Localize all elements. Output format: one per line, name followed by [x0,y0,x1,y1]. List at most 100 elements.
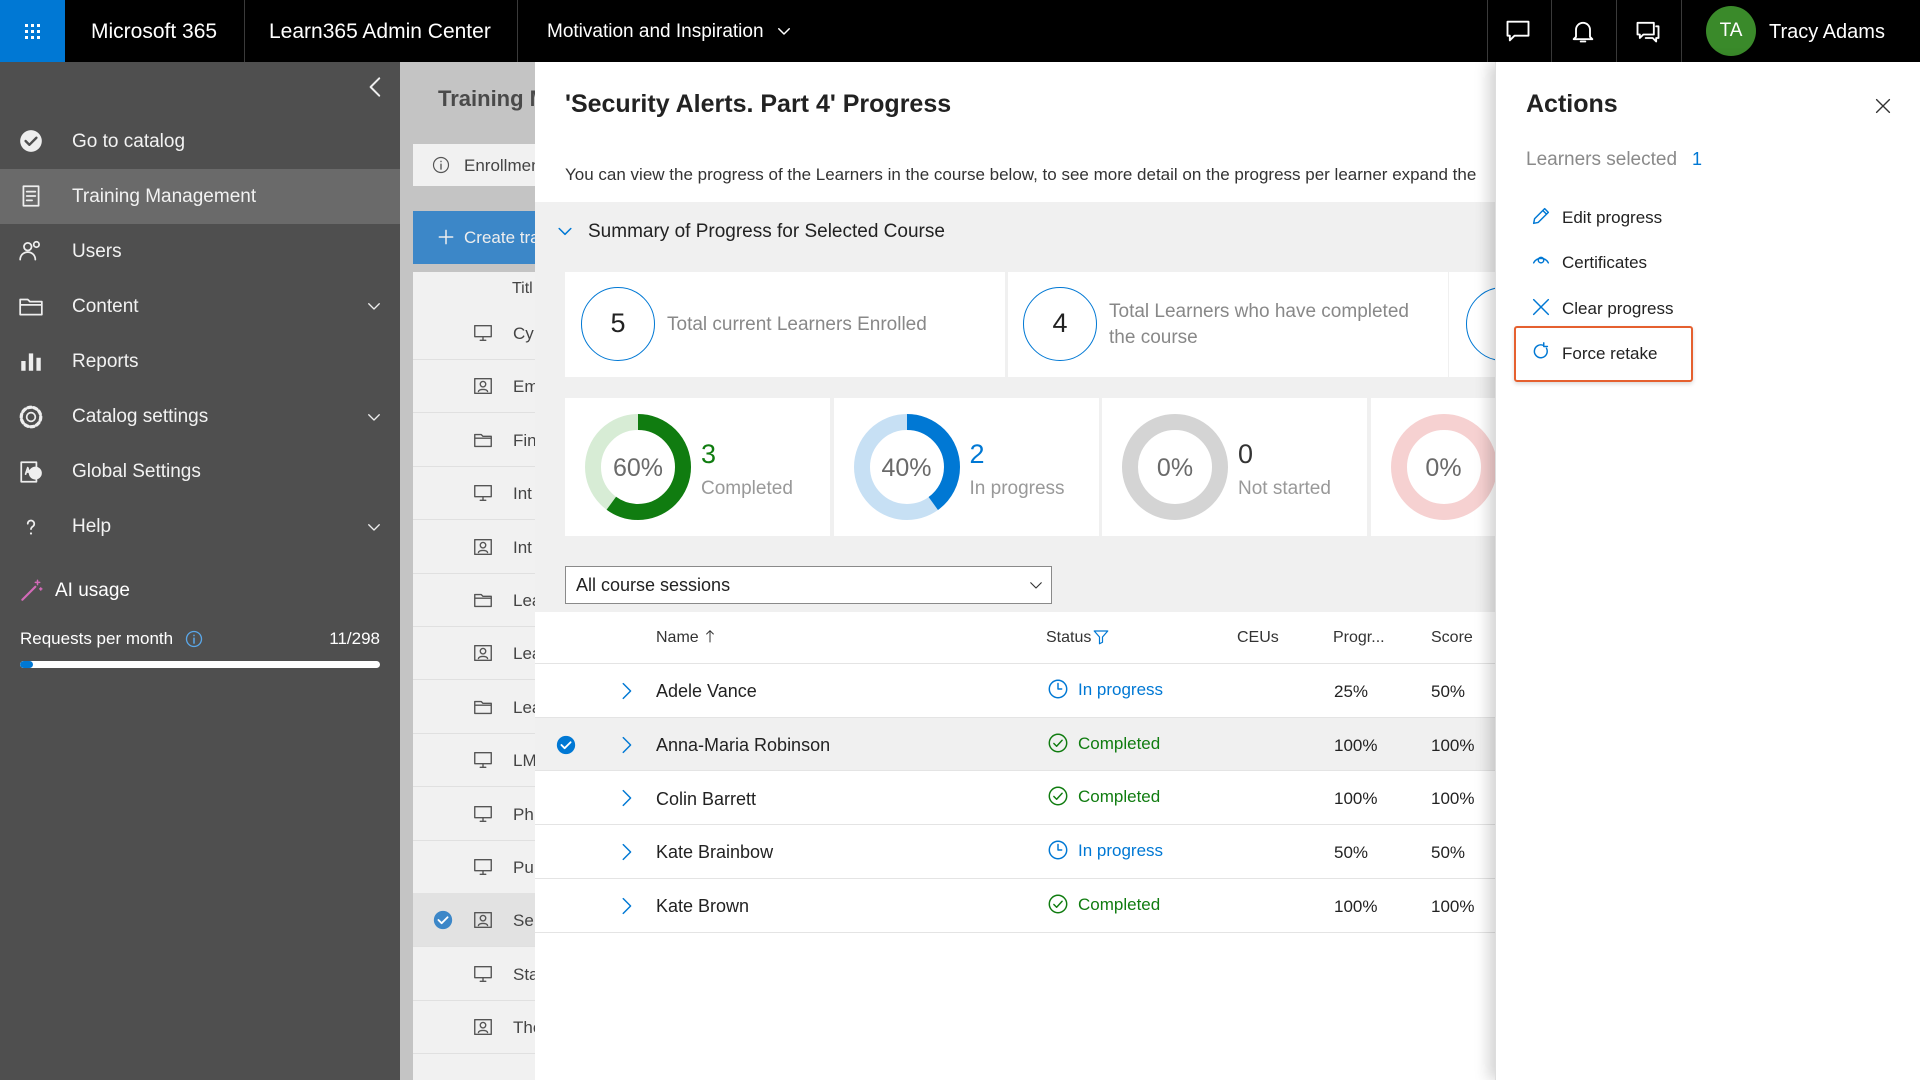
catalog-chevron [775,22,793,40]
nav-label: Catalog settings [72,406,209,428]
row-type-icon [472,803,494,825]
action-icon [1530,205,1552,227]
learner-row[interactable]: Anna-Maria Robinson Completed 100% 100% [535,716,1495,771]
column-header[interactable]: CEUs [1237,628,1279,646]
enrollment-tab[interactable]: Enrollmen [413,144,535,186]
icon-part [479,976,487,982]
donut-arc [585,414,691,520]
close-button[interactable] [1872,95,1894,117]
icon-part [474,378,492,395]
icon-part [21,361,26,372]
user-name[interactable]: Tracy Adams [1769,21,1885,43]
nav-item[interactable]: Training Management [0,169,400,225]
session-filter[interactable]: All course sessions [565,566,1052,604]
icon-part [479,335,487,342]
training-row[interactable]: Lea [413,680,535,734]
nav-item[interactable]: Global Settings [0,445,400,500]
icon-part [474,1019,492,1036]
nav-icon [18,404,44,430]
action-item[interactable]: Clear progress [1518,288,1688,328]
summary-heading[interactable]: Summary of Progress for Selected Course [588,220,945,242]
learners-selected-label: Learners selected [1526,148,1678,170]
catalog-switcher[interactable]: Motivation and Inspiration [547,20,764,42]
app-launcher[interactable] [0,0,65,62]
nav-icon [18,514,44,540]
icon-part [585,414,691,520]
nav-item[interactable]: Reports [0,334,400,389]
total-card [1449,272,1495,377]
column-header[interactable]: Name [656,628,699,646]
learner-row[interactable]: Kate Brown Completed 100% 100% [535,877,1495,932]
nav-item[interactable]: Users [0,224,400,279]
icon-part [1533,342,1549,359]
learner-row[interactable]: Adele Vance In progress 25% 50% [535,663,1495,717]
icon-part [706,630,714,643]
icon-part [26,519,36,535]
icon-part [778,28,790,35]
learner-name: Kate Brainbow [656,842,774,863]
training-row[interactable]: LM [413,733,535,788]
icon-part [28,466,42,480]
sidebar: Go to catalog Training Management Users Con… [0,62,400,1080]
column-header[interactable]: Progr... [1333,628,1385,646]
row-type-icon [472,589,494,611]
training-row[interactable]: Pu [413,840,535,894]
icon-part [24,466,31,475]
requests-bar-track [20,661,380,668]
training-row[interactable]: Fin [413,413,535,467]
column-header[interactable]: Score [1431,628,1473,646]
icon-part [1048,733,1068,753]
training-row[interactable]: Int [413,520,535,574]
icon-part [474,485,492,498]
learner-score: 100% [1431,896,1475,916]
icon-part [25,24,28,27]
icon-part [474,805,492,818]
action-item[interactable]: Certificates [1518,242,1688,282]
nav-item[interactable]: Content [0,279,400,334]
training-row[interactable]: Sta [413,947,535,1001]
icon-part [556,735,576,754]
icon-part [20,130,42,152]
icon-part [34,579,43,591]
training-row[interactable]: Int [413,466,535,521]
nav-item[interactable]: Help [0,500,400,555]
training-row[interactable]: Ph [413,787,535,841]
user-avatar[interactable]: TA [1706,6,1756,56]
nav-item[interactable]: Go to catalog [0,114,400,169]
action-item[interactable]: Edit progress [1518,197,1688,237]
nav-label: Reports [72,351,139,373]
training-row[interactable]: Se [413,893,535,948]
learner-row[interactable]: Colin Barrett Completed 100% 100% [535,770,1495,825]
training-row[interactable]: The [413,1000,535,1055]
nav-icon [18,293,44,319]
nav-expand-chevron [365,297,383,315]
total-circle [1023,287,1097,361]
status-icon [1047,839,1069,861]
icon-part [1093,630,1109,645]
column-header[interactable]: Status [1046,628,1092,646]
icon-part [474,324,492,338]
training-title: LM [513,751,535,771]
training-row[interactable]: Lea [413,626,535,681]
icon-part [1057,843,1063,851]
icon-part [1572,21,1594,43]
icon-part [1053,792,1063,801]
training-row[interactable]: Cy [413,306,535,360]
icon-part [1030,582,1042,589]
donut-card: 60% 3 Completed [565,398,830,536]
admin-center-name[interactable]: Learn365 Admin Center [269,20,491,44]
action-item[interactable]: Force retake [1518,333,1688,373]
ai-usage-title: AI usage [55,579,130,601]
learner-row[interactable]: Kate Brainbow In progress 50% 50% [535,824,1495,879]
training-row[interactable]: Lea [413,573,535,627]
summary-section: Summary of Progress for Selected Course 5… [535,202,1495,612]
icon-part [622,790,632,807]
app-name[interactable]: Microsoft 365 [91,20,218,44]
training-title: Lea [513,697,535,717]
create-button[interactable]: Create tra [413,211,535,264]
nav-item[interactable]: Catalog settings [0,390,400,445]
training-row[interactable]: Em [413,359,535,414]
background-page: Training M Enrollmen Create tra Titl Cy Em Fin… [400,62,535,1080]
icon-part [474,858,492,876]
